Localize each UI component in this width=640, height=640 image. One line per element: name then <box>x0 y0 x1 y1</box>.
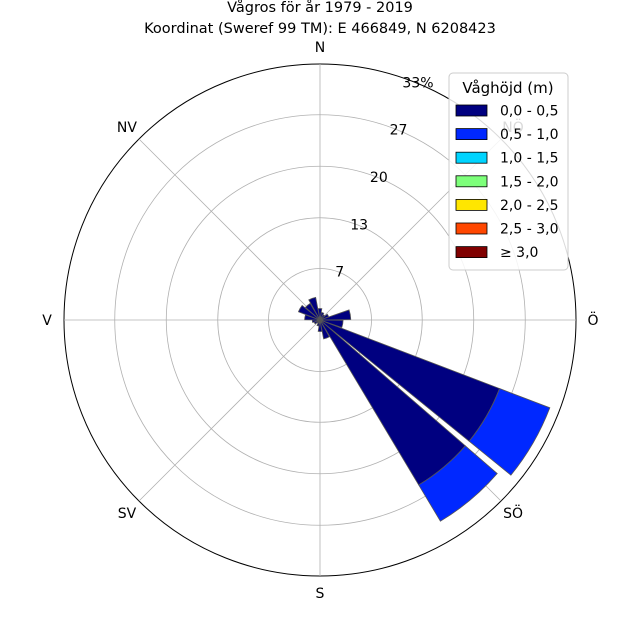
chart-subtitle: Koordinat (Sweref 99 TM): E 466849, N 62… <box>144 21 496 37</box>
sector-bar <box>319 319 330 340</box>
sector-bar <box>468 388 551 476</box>
direction-label: N <box>315 40 325 56</box>
legend-title: Våghöjd (m) <box>462 79 553 97</box>
direction-label: V <box>42 313 52 329</box>
direction-label: SV <box>118 506 137 522</box>
legend-swatch <box>455 246 488 259</box>
chart-title: Vågros för år 1979 - 2019 <box>227 0 413 16</box>
direction-label: Ö <box>587 311 598 329</box>
sector-bar <box>317 319 323 332</box>
legend-swatch <box>455 175 488 188</box>
legend: Våghöjd (m) 0,0 - 0,5 0,5 - 1,0 1,0 - 1,5 1… <box>448 72 569 271</box>
grid-spoke <box>138 138 321 321</box>
radial-tick-label: 20 <box>370 170 388 186</box>
legend-label: 1,0 - 1,5 <box>500 151 558 167</box>
legend-label: 2,5 - 3,0 <box>500 222 558 238</box>
sector-bar <box>304 302 321 321</box>
legend-swatch <box>455 222 488 235</box>
legend-swatch <box>455 151 488 164</box>
radial-tick-label: 33% <box>402 75 433 91</box>
direction-label: SÖ <box>503 504 523 522</box>
legend-label: 0,0 - 0,5 <box>500 104 558 120</box>
legend-label: 1,5 - 2,0 <box>500 174 558 190</box>
radial-tick-label: 13 <box>350 218 368 234</box>
direction-label: NV <box>117 120 137 136</box>
sector-bar <box>308 296 321 321</box>
legend-swatch <box>455 128 488 141</box>
direction-label: S <box>316 586 325 602</box>
legend-swatch <box>455 104 488 117</box>
radial-tick-label: 27 <box>390 122 408 138</box>
radial-tick-label: 7 <box>335 264 344 280</box>
radial-tick-labels: 7 13 20 27 33% <box>335 75 433 280</box>
legend-swatch <box>455 198 488 211</box>
legend-label: ≥ 3,0 <box>500 245 538 261</box>
sector-bars <box>297 296 551 522</box>
sector-bar <box>418 445 498 522</box>
legend-label: 0,5 - 1,0 <box>500 127 558 143</box>
sector-bar <box>319 309 352 321</box>
legend-label: 2,0 - 2,5 <box>500 198 558 214</box>
legend-box <box>448 72 569 271</box>
grid-spoke <box>138 319 321 502</box>
sector-bar <box>297 304 321 321</box>
